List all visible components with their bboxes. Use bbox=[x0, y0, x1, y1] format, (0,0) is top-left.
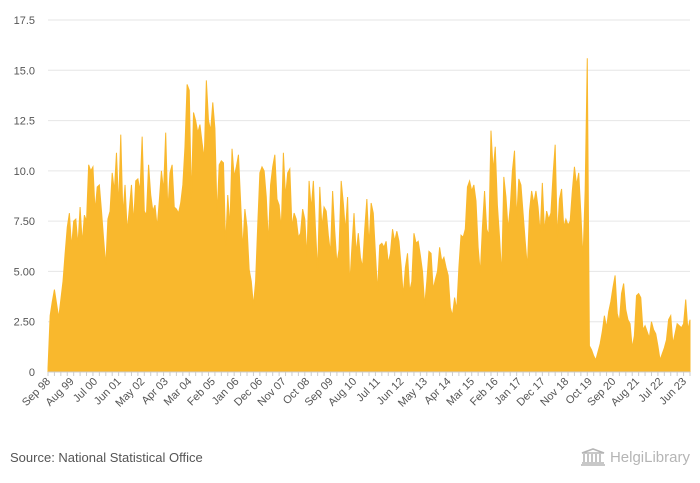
y-axis-labels: 0 2.50 5.00 7.50 10.0 12.5 15.0 17.5 bbox=[14, 15, 35, 379]
area-fill bbox=[47, 58, 691, 373]
brand-name: HelgiLibrary bbox=[609, 448, 690, 466]
y-tick-label: 12.5 bbox=[14, 116, 35, 128]
y-tick-label: 17.5 bbox=[14, 15, 35, 27]
library-building-icon bbox=[580, 448, 605, 466]
y-tick-label: 2.50 bbox=[14, 317, 35, 329]
y-tick-label: 10.0 bbox=[14, 166, 35, 178]
y-tick-label: 15.0 bbox=[14, 65, 35, 77]
y-tick-label: 5.00 bbox=[14, 266, 35, 278]
y-tick-label: 7.50 bbox=[14, 216, 35, 228]
source-note: Source: National Statistical Office bbox=[10, 450, 203, 465]
brand-logo[interactable]: HelgiLibrary bbox=[580, 448, 690, 466]
y-tick-label: 0 bbox=[29, 367, 35, 379]
x-axis bbox=[47, 371, 691, 376]
data-area-series bbox=[47, 58, 691, 373]
x-tick-label: Jun 23 bbox=[657, 376, 689, 408]
chart: 0 2.50 5.00 7.50 10.0 12.5 15.0 17.5 Sep 98Aug … bbox=[14, 15, 691, 410]
